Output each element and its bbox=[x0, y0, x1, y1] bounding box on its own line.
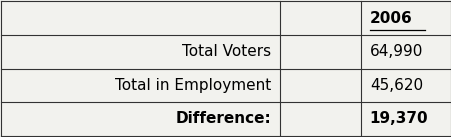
Text: Total Voters: Total Voters bbox=[181, 44, 270, 59]
Text: 2006: 2006 bbox=[369, 11, 412, 26]
Text: 45,620: 45,620 bbox=[369, 78, 422, 93]
Text: 19,370: 19,370 bbox=[369, 111, 428, 126]
Text: Total in Employment: Total in Employment bbox=[115, 78, 270, 93]
Text: Difference:: Difference: bbox=[175, 111, 270, 126]
Text: 64,990: 64,990 bbox=[369, 44, 422, 59]
